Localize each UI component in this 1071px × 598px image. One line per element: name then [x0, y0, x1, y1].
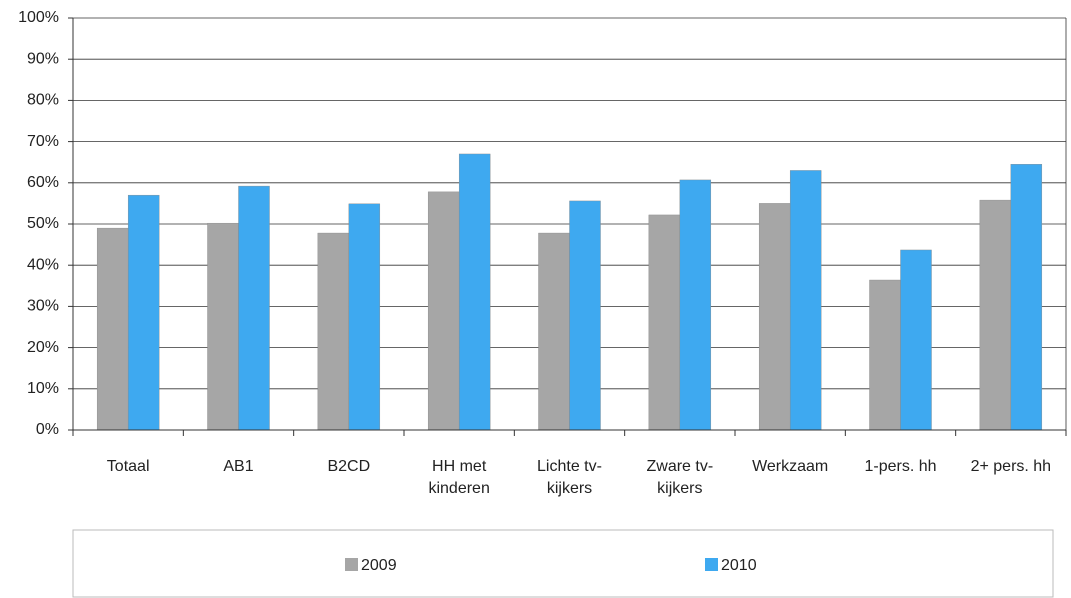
y-tick-label: 90% — [27, 50, 59, 67]
x-tick-label: Lichte tv-kijkers — [537, 458, 602, 497]
y-tick-label: 70% — [27, 133, 59, 150]
x-tick-label: Werkzaam — [752, 458, 829, 475]
bar — [238, 185, 270, 431]
y-tick-label: 10% — [27, 380, 59, 397]
y-tick-label: 60% — [27, 174, 59, 191]
x-tick-label: HH met kinderen — [428, 458, 490, 497]
legend-box — [72, 529, 1054, 598]
x-tick-label: 2+ pers. hh — [970, 458, 1052, 475]
x-tick-label: AB1 — [223, 458, 254, 475]
bar — [96, 227, 129, 431]
bar — [869, 279, 901, 431]
y-tick-label: 0% — [36, 421, 59, 438]
legend-swatch — [345, 558, 358, 571]
bar — [207, 222, 239, 431]
bar — [979, 199, 1012, 431]
x-tick-label: B2CD — [327, 458, 371, 475]
bar — [458, 153, 491, 431]
bar — [789, 170, 822, 431]
y-tick-label: 30% — [27, 298, 59, 315]
bar — [127, 194, 160, 431]
legend-label: 2010 — [721, 557, 757, 574]
bar — [348, 203, 381, 431]
bar — [1010, 164, 1043, 431]
bar — [758, 203, 791, 431]
y-tick-label: 50% — [27, 215, 59, 232]
y-tick-label: 40% — [27, 256, 59, 273]
bar — [648, 214, 681, 431]
x-tick-label: Totaal — [106, 458, 150, 475]
y-tick-label: 100% — [18, 9, 59, 26]
bar — [538, 232, 570, 431]
x-tick-label: Zware tv-kijkers — [646, 458, 714, 497]
y-tick-label: 20% — [27, 339, 59, 356]
bar — [427, 191, 460, 431]
bar — [317, 232, 350, 431]
y-tick-label: 80% — [27, 92, 59, 109]
bar — [900, 249, 932, 431]
bar — [679, 179, 712, 431]
legend-swatch — [705, 558, 718, 571]
x-tick-label: 1-pers. hh — [864, 458, 937, 475]
bar — [569, 200, 601, 431]
legend-label: 2009 — [361, 557, 397, 574]
